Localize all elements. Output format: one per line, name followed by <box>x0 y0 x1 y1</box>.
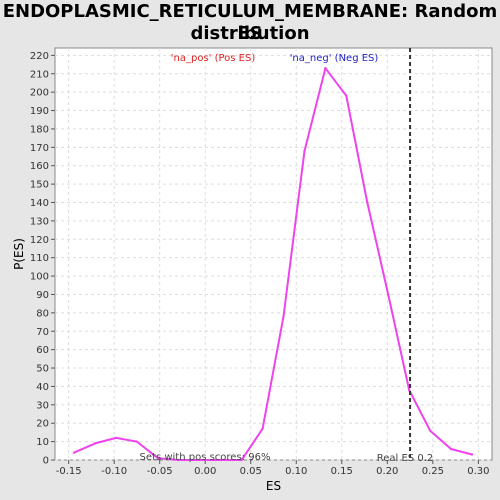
data-point <box>219 458 222 462</box>
x-axis-label: ES <box>266 479 281 493</box>
y-tick-label: 120 <box>30 235 49 246</box>
data-point <box>72 451 76 454</box>
y-axis-label: P(ES) <box>12 238 26 270</box>
x-tick-label: 0.10 <box>285 466 307 477</box>
y-tick-label: 150 <box>30 180 49 191</box>
x-tick-label: 0.05 <box>240 466 262 477</box>
y-tick-label: 220 <box>30 51 49 62</box>
data-point <box>240 458 243 462</box>
chart-title-line1: ENDOPLASMIC_RETICULUM_MEMBRANE: Random E… <box>2 1 498 44</box>
data-point <box>93 442 97 445</box>
y-tick-label: 200 <box>30 88 49 99</box>
y-tick-label: 110 <box>30 253 49 264</box>
data-point <box>428 429 432 432</box>
y-tick-label: 90 <box>36 290 49 301</box>
real-es-label: Real ES 0.2 <box>377 453 433 464</box>
neg-es-label: 'na_neg' (Neg ES) <box>290 53 379 64</box>
pos-es-label: 'na_pos' (Pos ES) <box>171 53 256 64</box>
y-tick-label: 180 <box>30 124 49 135</box>
y-tick-label: 40 <box>36 382 49 393</box>
data-point <box>387 293 390 296</box>
data-point <box>366 201 369 204</box>
data-point <box>407 388 411 392</box>
y-tick-label: 210 <box>30 69 49 80</box>
data-point <box>261 427 264 430</box>
pos-scores-label: Sets with pos scores: 96% <box>140 452 271 463</box>
data-point <box>345 94 348 98</box>
series-line <box>73 67 473 461</box>
data-point <box>114 436 118 440</box>
y-tick-label: 140 <box>30 198 49 209</box>
data-point <box>198 458 201 462</box>
x-tick-label: 0.25 <box>422 466 444 477</box>
y-tick-label: 70 <box>36 327 49 338</box>
x-tick-label: 0.30 <box>467 466 489 477</box>
y-tick-label: 0 <box>43 456 49 467</box>
plot-area <box>54 47 493 461</box>
x-tick-label: -0.10 <box>101 466 127 477</box>
data-point <box>303 149 306 153</box>
y-tick-label: 80 <box>36 308 49 319</box>
y-tick-label: 10 <box>36 437 49 448</box>
data-point <box>177 458 181 462</box>
data-point <box>470 453 474 456</box>
data-point <box>324 67 327 70</box>
data-point <box>449 447 453 451</box>
y-tick-label: 190 <box>30 106 49 117</box>
x-tick-label: -0.15 <box>56 466 82 477</box>
y-tick-label: 30 <box>36 400 49 411</box>
y-tick-label: 100 <box>30 272 49 283</box>
y-tick-label: 60 <box>36 345 49 356</box>
x-tick-label: 0.15 <box>331 466 353 477</box>
x-tick-label: 0.20 <box>376 466 398 477</box>
y-tick-label: 170 <box>30 143 49 154</box>
y-tick-label: 130 <box>30 216 49 227</box>
chart-title-line2: distribution <box>190 23 310 44</box>
y-tick-label: 160 <box>30 161 49 172</box>
data-point <box>156 456 160 460</box>
y-tick-label: 20 <box>36 419 49 430</box>
y-tick-label: 50 <box>36 364 49 375</box>
data-point <box>282 315 285 318</box>
x-tick-label: 0.00 <box>194 466 216 477</box>
data-point <box>135 440 139 443</box>
x-tick-label: -0.05 <box>147 466 173 477</box>
